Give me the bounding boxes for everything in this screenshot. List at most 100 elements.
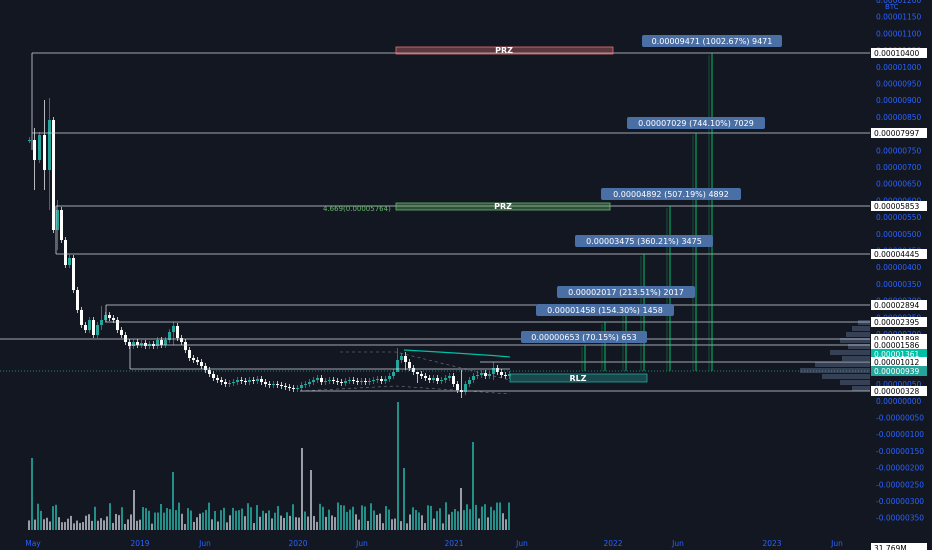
zone-label: RLZ <box>569 374 586 383</box>
volume-bar <box>223 507 225 530</box>
zone-box[interactable] <box>395 202 611 211</box>
candle-body <box>508 374 511 376</box>
volume-bar <box>400 521 402 530</box>
level-tag-bg <box>871 249 927 259</box>
level-tag-bg <box>871 357 927 367</box>
price-tick-label: -0.00000050 <box>876 414 924 423</box>
volume-bar <box>469 509 471 530</box>
volume-bar <box>214 510 216 530</box>
candle-body <box>43 135 46 170</box>
level-tag: 0.00005853 <box>874 202 920 211</box>
volume-bar <box>241 508 243 530</box>
candle-body <box>280 385 283 386</box>
target-label-box[interactable] <box>601 188 741 200</box>
candle-body <box>500 372 503 375</box>
candle-body <box>132 342 135 346</box>
volume-bar <box>472 442 474 530</box>
channel-line <box>299 385 511 395</box>
level-tag: 0.00000328 <box>874 387 920 396</box>
candle-body <box>300 385 303 388</box>
target-label-box[interactable] <box>521 331 647 343</box>
volume-bar <box>100 518 102 530</box>
volume-bar <box>76 520 78 530</box>
zone-box[interactable] <box>509 373 648 383</box>
volume-bar <box>475 504 477 530</box>
volume-bar <box>445 502 447 530</box>
horizontal-levels <box>0 52 870 392</box>
candle-body <box>464 384 467 392</box>
volume-bar <box>385 506 387 530</box>
candle-body <box>240 380 243 381</box>
candle-body <box>368 381 371 382</box>
candle-body <box>336 381 339 382</box>
volume-profile-bar <box>852 386 870 391</box>
candle-body <box>276 384 279 385</box>
target-label-box[interactable] <box>642 35 782 47</box>
volume-bar <box>331 515 333 530</box>
volume-bar <box>379 513 381 530</box>
candle-body <box>396 360 399 372</box>
candle-body <box>360 381 363 382</box>
candle-body <box>484 373 487 376</box>
level-tag: 0.00001898 <box>874 335 920 344</box>
candle-body <box>248 380 251 382</box>
volume-bar <box>67 518 69 530</box>
candle-body <box>80 310 83 325</box>
volume-bar <box>436 511 438 530</box>
target-label-box[interactable] <box>575 235 713 247</box>
price-tick-label: 0.00000600 <box>876 196 922 205</box>
volume-tag: 31.769M <box>874 544 907 550</box>
volume-bar <box>493 510 495 530</box>
candle-body <box>268 384 271 385</box>
volume-profile-bar <box>815 362 870 367</box>
level-tag-bg <box>871 340 927 350</box>
volume-bar <box>205 509 207 530</box>
candle-body <box>128 342 131 346</box>
volume-bar <box>256 505 258 530</box>
volume-bar <box>46 517 48 530</box>
volume-bar <box>34 519 36 530</box>
candle-body <box>492 368 495 374</box>
level-tag: 0.00001586 <box>874 341 920 350</box>
volume-bar <box>484 504 486 530</box>
candle-body <box>292 388 295 389</box>
candle-body <box>108 315 111 318</box>
target-label: 0.00002017 (213.51%) 2017 <box>568 288 684 297</box>
volume-bar <box>94 506 96 530</box>
candle-body <box>412 368 415 372</box>
time-axis[interactable]: May 2019 Jun 2020 Jun 2021 Jun 2022 Jun 2023 Jun <box>25 539 843 548</box>
volume-bar <box>49 521 51 530</box>
level-tag-bg <box>871 300 927 310</box>
time-tick-label: Jun <box>671 539 684 548</box>
candle-body <box>196 360 199 362</box>
candle-body <box>476 375 479 376</box>
volume-bar <box>313 515 315 530</box>
candle-body <box>68 258 71 265</box>
current-price-tag: 0.00000939 <box>874 367 920 376</box>
candle-body <box>56 210 59 230</box>
volume-bar <box>319 503 321 530</box>
volume-bar <box>421 515 423 530</box>
price-tick-label: -0.00000250 <box>876 480 924 489</box>
target-label: 0.00001458 (154.30%) 1458 <box>547 306 663 315</box>
candle-body <box>180 338 183 342</box>
target-label-box[interactable] <box>557 286 695 298</box>
target-label-box[interactable] <box>627 117 765 129</box>
volume-bar <box>487 517 489 530</box>
volume-bar <box>142 507 144 530</box>
volume-bar <box>457 511 459 530</box>
target-label-box[interactable] <box>536 304 674 316</box>
zone-box[interactable] <box>395 46 614 55</box>
price-tick-label: 0.00000000 <box>876 397 922 406</box>
candle-body <box>38 135 41 160</box>
candle-body <box>164 340 167 345</box>
candle-body <box>144 343 147 346</box>
volume-bar <box>169 509 171 530</box>
volume-bar <box>460 488 462 530</box>
volume-bar <box>130 514 132 530</box>
volume-bar <box>304 511 306 530</box>
volume-bar <box>193 521 195 530</box>
price-tick-label: 0.00000850 <box>876 113 922 122</box>
